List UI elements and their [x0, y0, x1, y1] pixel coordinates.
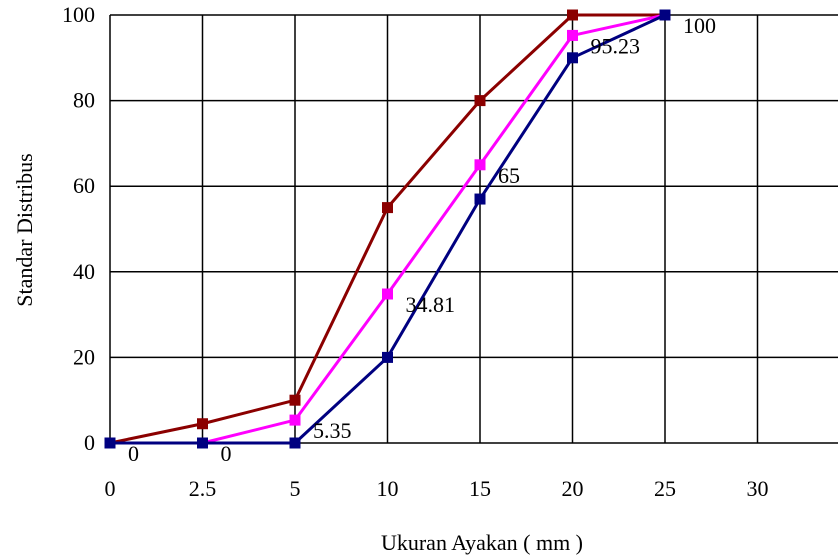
y-tick-label: 20 [73, 344, 95, 369]
data-point-marker [289, 394, 301, 406]
data-labels: 0 0 5.35 34.81 65 95.23 100 [128, 13, 716, 466]
x-tick-label: 30 [747, 476, 769, 501]
x-axis-ticks: 0 2.5 5 10 15 20 25 30 [105, 476, 769, 501]
data-point-marker [197, 418, 208, 430]
data-point-marker [382, 351, 393, 363]
data-point-marker [382, 202, 393, 214]
y-axis-title: Standar Distribus [12, 153, 37, 306]
y-tick-label: 80 [73, 88, 95, 113]
data-label: 34.81 [406, 292, 456, 317]
data-point-marker [382, 288, 393, 300]
data-point-marker [289, 437, 301, 449]
x-tick-label: 10 [377, 476, 399, 501]
data-label: 5.35 [313, 418, 352, 443]
data-label: 0 [128, 441, 139, 466]
data-point-marker [474, 159, 486, 171]
data-point-marker [659, 9, 671, 21]
data-label: 65 [498, 163, 520, 188]
x-tick-label: 15 [469, 476, 491, 501]
x-axis-title: Ukuran Ayakan ( mm ) [381, 530, 583, 555]
data-label: 100 [683, 13, 716, 38]
data-label: 95.23 [591, 33, 641, 58]
x-tick-label: 5 [290, 476, 301, 501]
x-tick-label: 25 [654, 476, 676, 501]
data-point-marker [289, 414, 301, 426]
data-point-marker [567, 9, 578, 21]
y-tick-label: 0 [84, 430, 95, 455]
series-3 [104, 9, 671, 449]
data-point-marker [197, 437, 208, 449]
y-tick-label: 60 [73, 173, 95, 198]
series-group [104, 9, 671, 449]
x-tick-label: 20 [562, 476, 584, 501]
data-label: 0 [221, 441, 232, 466]
y-axis-ticks: 0 20 40 60 80 100 [62, 2, 95, 455]
y-tick-label: 40 [73, 259, 95, 284]
x-tick-label: 2.5 [189, 476, 217, 501]
data-point-marker [567, 52, 578, 64]
data-point-marker [474, 95, 486, 107]
data-point-marker [104, 437, 116, 449]
data-point-marker [474, 193, 486, 205]
x-tick-label: 0 [105, 476, 116, 501]
grid [109, 14, 838, 444]
data-point-marker [567, 29, 578, 41]
y-tick-label: 100 [62, 2, 95, 27]
